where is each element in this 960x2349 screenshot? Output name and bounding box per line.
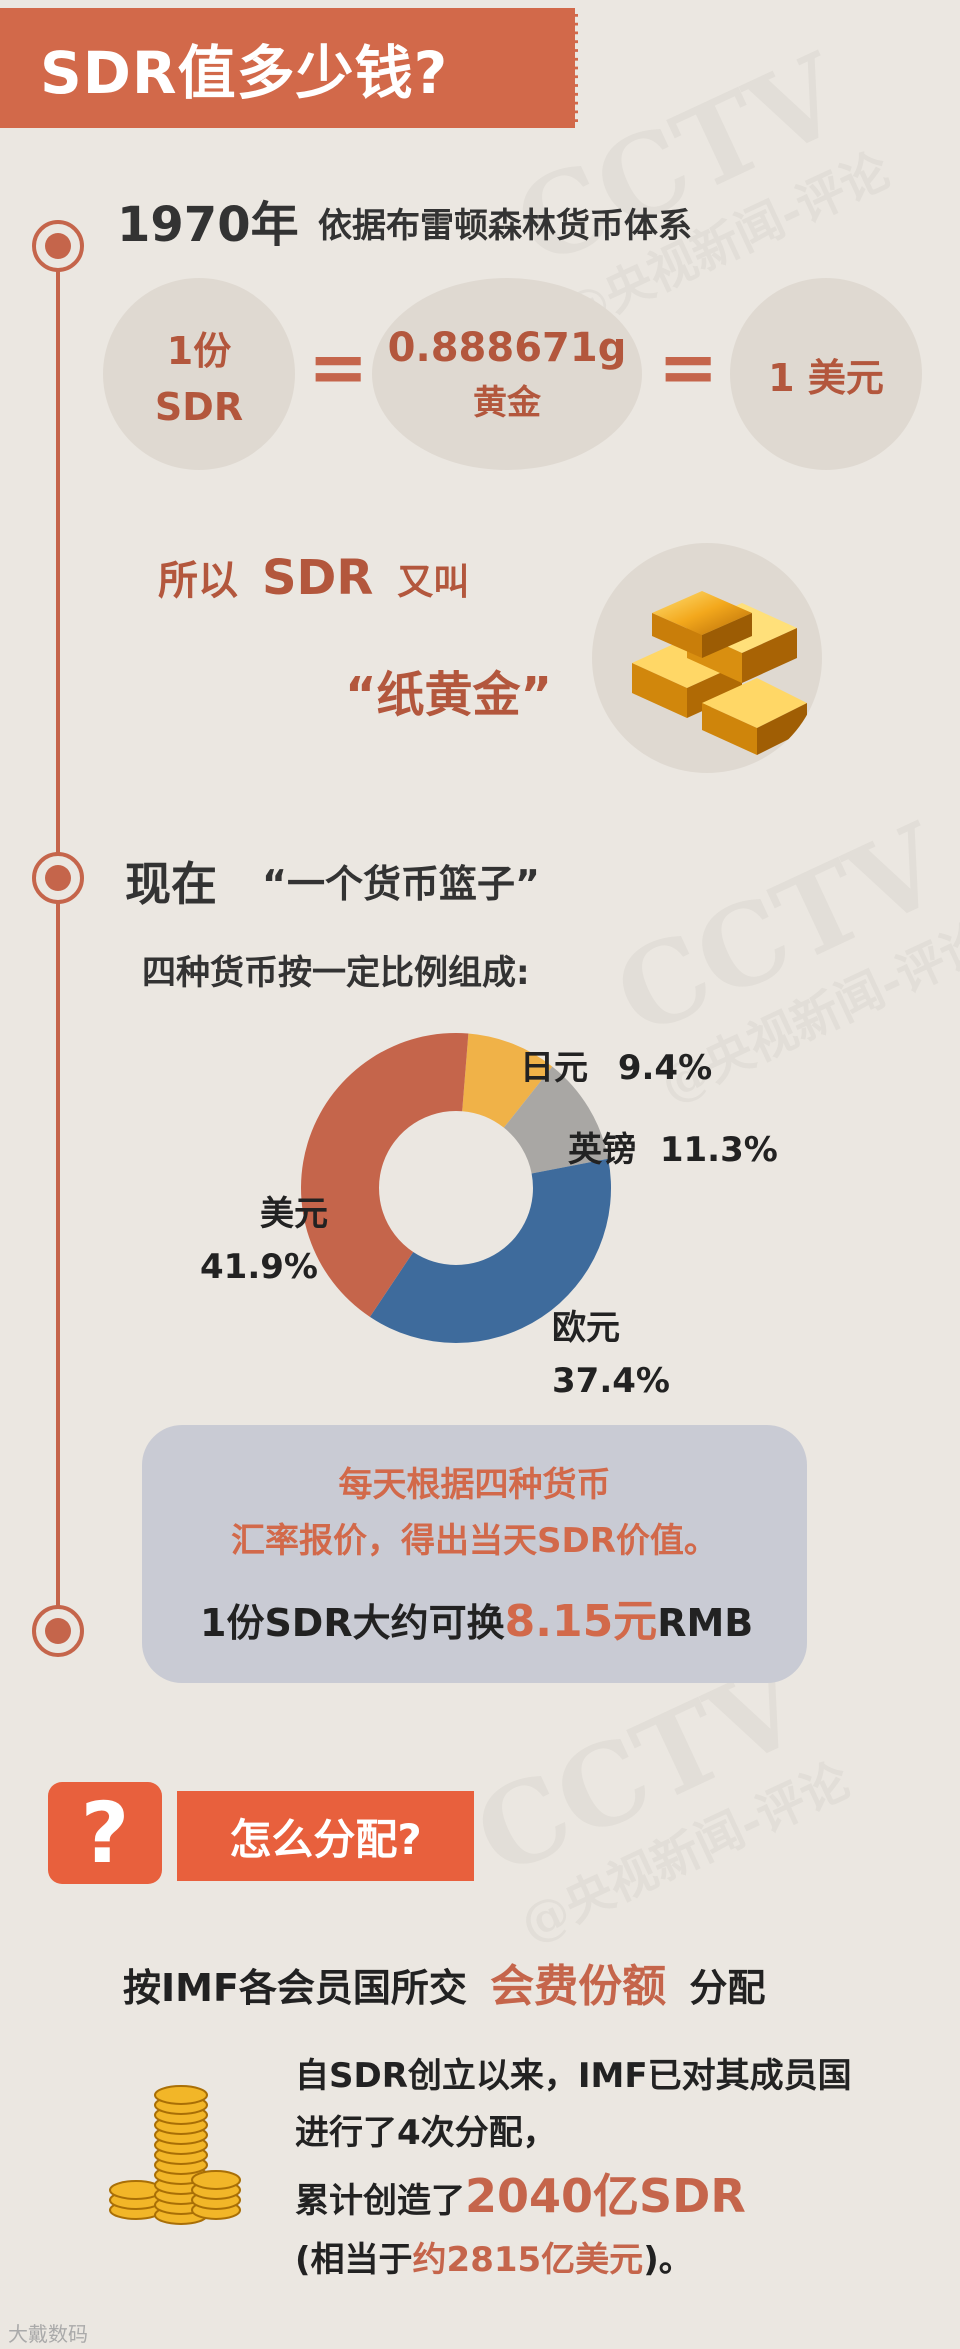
info-line3-suffix: RMB <box>657 1601 754 1645</box>
timeline-dot <box>32 852 84 904</box>
allocation-rule-highlight: 会费份额 <box>490 1961 667 2012</box>
sdr-value-info-box: 每天根据四种货币 汇率报价，得出当天SDR价值。 1份SDR大约可换8.15元R… <box>142 1425 807 1683</box>
allocation-para-line4-value: 约2815亿美元 <box>412 2240 644 2280</box>
pie-label-gbp-value: 11.3% <box>659 1130 778 1170</box>
nickname-part2: SDR <box>261 550 374 606</box>
usd-circle-text: 1 美元 <box>768 355 884 400</box>
pie-label-gbp: 英镑 11.3% <box>568 1122 778 1171</box>
pie-label-jpy-name: 日元 <box>520 1048 588 1088</box>
info-line3-value: 8.15元 <box>504 1596 658 1647</box>
sdr-circle: 1份 SDR <box>103 278 295 470</box>
nickname-part3: 又叫 <box>397 562 470 603</box>
gold-bars-image <box>592 543 822 773</box>
pie-label-eur: 欧元 37.4% <box>552 1300 670 1401</box>
allocation-title: 怎么分配? <box>177 1791 474 1881</box>
pie-label-jpy: 日元 9.4% <box>520 1040 712 1089</box>
sdr-circle-line2: SDR <box>154 384 244 429</box>
header-banner: SDR值多少钱? <box>0 8 578 128</box>
pie-label-gbp-name: 英镑 <box>568 1130 636 1170</box>
currency-donut-chart <box>300 1033 611 1343</box>
slice-jpy <box>462 1033 553 1128</box>
pie-label-jpy-value: 9.4% <box>617 1048 713 1088</box>
page-title: SDR值多少钱? <box>40 39 449 107</box>
pie-label-usd-name: 美元 <box>260 1194 328 1234</box>
gold-bars-icon <box>632 591 807 755</box>
year-subtitle: 依据布雷顿森林货币体系 <box>318 206 692 246</box>
gold-weight-unit: 黄金 <box>473 382 541 423</box>
now-title: 现在 <box>125 857 217 911</box>
pie-label-usd: 美元 41.9% <box>200 1186 328 1287</box>
allocation-para-line3-value: 2040亿SDR <box>465 2169 746 2223</box>
gold-weight-circle: 0.888671g 黄金 <box>372 278 642 470</box>
timeline-dot <box>32 220 84 272</box>
info-line3: 1份SDR大约可换8.15元RMB <box>200 1585 753 1649</box>
info-line3-prefix: 1份SDR大约可换 <box>200 1601 505 1645</box>
footer-watermark: 大戴数码 <box>8 2322 88 2346</box>
pie-label-eur-name: 欧元 <box>552 1308 620 1348</box>
basket-description: 四种货币按一定比例组成: <box>142 953 530 993</box>
timeline-line <box>56 250 60 1640</box>
allocation-rule: 按IMF各会员国所交 会费份额 分配 <box>123 1950 765 2014</box>
allocation-para-line4-suffix: )。 <box>643 2240 693 2280</box>
gold-weight-value: 0.888671g <box>387 324 627 371</box>
info-line2: 汇率报价，得出当天SDR价值。 <box>231 1521 718 1561</box>
equals-sign: = <box>308 325 369 409</box>
pie-label-usd-value: 41.9% <box>200 1247 318 1287</box>
gold-coins-icon <box>109 2085 241 2225</box>
allocation-para-line1: 自SDR创立以来，IMF已对其成员国 <box>295 2056 852 2096</box>
question-mark-badge: ? <box>48 1782 162 1884</box>
allocation-para-line2: 进行了4次分配， <box>295 2113 557 2153</box>
allocation-para-line4-prefix: (相当于 <box>295 2240 413 2280</box>
nickname-part1: 所以 <box>158 558 238 604</box>
sdr-circle-line1: 1份 <box>166 328 232 373</box>
slice-eur <box>369 1158 611 1343</box>
nickname-prefix: 所以 SDR 又叫 <box>158 548 469 606</box>
allocation-rule-prefix: 按IMF各会员国所交 <box>123 1966 467 2010</box>
watermark-brand: CCTV <box>596 799 960 1061</box>
equals-sign: = <box>658 325 719 409</box>
watermark-channel: @央视新闻-评论 <box>512 1752 859 1954</box>
info-line1: 每天根据四种货币 <box>338 1465 611 1505</box>
allocation-rule-suffix: 分配 <box>689 1966 766 2010</box>
slice-usd <box>300 1033 469 1317</box>
timeline-dot <box>32 1605 84 1657</box>
usd-circle: 1 美元 <box>730 278 922 470</box>
allocation-para-line3: 累计创造了2040亿SDR <box>295 2160 746 2226</box>
year-title: 1970年 <box>117 197 299 253</box>
nickname-name: “纸黄金” <box>345 667 553 723</box>
now-subtitle: “一个货币篮子” <box>262 862 540 906</box>
allocation-para-line4: (相当于约2815亿美元)。 <box>295 2232 693 2281</box>
pie-label-eur-value: 37.4% <box>552 1361 670 1401</box>
slice-gbp <box>503 1066 609 1174</box>
allocation-para-line3-prefix: 累计创造了 <box>295 2181 465 2221</box>
